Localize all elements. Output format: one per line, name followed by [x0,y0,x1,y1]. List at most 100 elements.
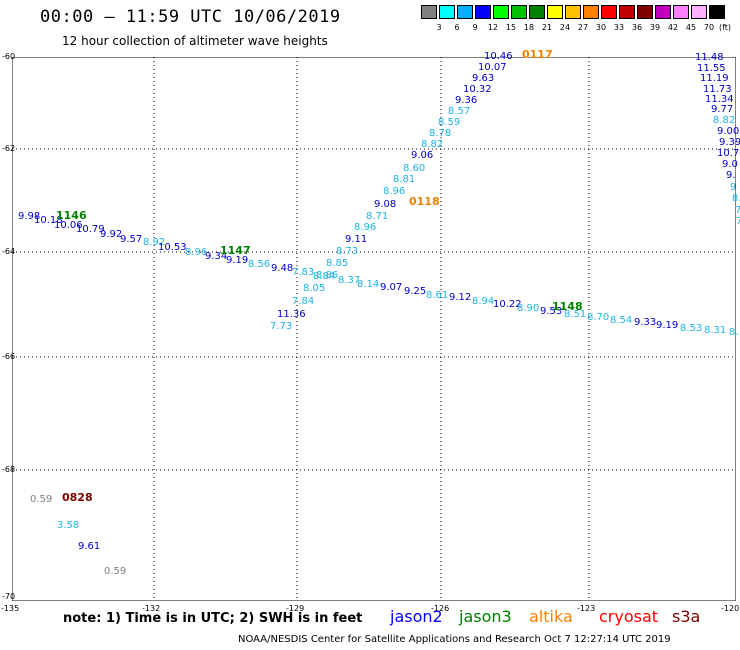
wave-height-value: 9.0 [722,159,738,170]
wave-height-value: 9.61 [78,541,101,552]
pass-time-label: 0117 [522,48,553,61]
color-scale-label: 9 [472,23,478,32]
wave-height-value: 8.51 [564,309,587,320]
plot-frame [12,57,736,601]
wave-height-value: 10.32 [463,84,492,95]
wave-height-value: 8.84 [313,271,336,282]
wave-height-value: 10.53 [158,242,187,253]
color-scale-label: 6 [454,23,460,32]
wave-height-value: 8.94 [472,296,495,307]
color-scale-label: 3 [436,23,442,32]
wave-height-value: 8.14 [357,279,380,290]
wave-height-value: 11.73 [703,84,732,95]
wave-height-value: 9.11 [345,234,368,245]
wave-height-value: 9.63 [472,73,495,84]
wave-height-value: 8.53 [680,323,703,334]
sat-label-jason3: jason3 [459,607,512,626]
color-swatch [457,5,473,19]
sat-label-altika: altika [529,607,573,626]
wave-height-value: 9.19 [226,255,249,266]
wave-height-value: 11.55 [697,63,726,74]
wave-height-value: 9.98 [18,211,41,222]
wave-height-value: 8.86 [316,270,339,281]
wave-height-value: 10.07 [478,62,507,73]
color-swatch [583,5,599,19]
color-swatch [709,5,725,19]
wave-height-value: 8.31 [704,325,727,336]
color-swatch [421,5,437,19]
color-swatch [511,5,527,19]
wave-height-value: 8.96 [185,247,208,258]
wave-height-value: 7.83 [292,267,315,278]
wave-height-value: 10.7 [717,148,740,159]
color-swatch [691,5,707,19]
lat-label: -68 [2,465,16,474]
color-scale-label: 33 [613,23,625,32]
wave-height-value: 3.58 [57,520,80,531]
wave-height-value: 8.56 [248,259,271,270]
wave-height-value: 11.34 [705,94,734,105]
color-scale-label: 15 [505,23,517,32]
wave-height-value: 8.92 [143,237,166,248]
lat-label: -62 [2,144,16,153]
note-text: note: 1) Time is in UTC; 2) SWH is in fe… [63,611,363,626]
wave-height-value: 8.37 [338,275,361,286]
wave-height-value: 9.77 [711,104,734,115]
wave-height-value: 9.92 [100,229,123,240]
color-scale-legend: 3 6 9 12 15 18 21 24 27 30 33 36 39 42 45 70 (ft) [421,5,739,35]
wave-height-value: 8.71 [366,211,389,222]
lon-label: -135 [1,604,20,613]
lat-label: -64 [2,247,16,256]
color-scale-label: 70 [703,23,715,32]
color-swatch [565,5,581,19]
wave-height-value: 0.59 [104,566,127,577]
wave-height-value: 8.61 [426,290,449,301]
color-scale-label: 27 [577,23,589,32]
wave-height-value: 8.57 [448,106,471,117]
wave-height-value: 9.06 [411,150,434,161]
wave-height-value: 9.12 [449,292,472,303]
pass-time-label: 1148 [552,300,583,313]
pass-time-label: 1146 [56,209,87,222]
wave-height-value: 9.36 [455,95,478,106]
pass-time-label: 0118 [409,195,440,208]
color-swatch [529,5,545,19]
color-swatch [655,5,671,19]
wave-height-value: 9.08 [374,199,397,210]
wave-height-value: 8.82 [421,139,444,150]
wave-height-value: 8.73 [336,246,359,257]
wave-height-value: 8.59 [438,117,461,128]
wave-height-value: 8.85 [326,258,349,269]
wave-height-value: 11.19 [700,73,729,84]
color-scale-label: 39 [649,23,661,32]
wave-height-value: 7.73 [270,321,293,332]
wave-height-value: 8.90 [517,303,540,314]
wave-height-value: 9.57 [120,234,143,245]
wave-height-value: 9.00 [717,126,740,137]
wave-height-value: 7 [735,205,740,216]
color-swatch [439,5,455,19]
color-scale-label: 30 [595,23,607,32]
wave-height-value: 9 [730,182,737,193]
pass-time-label: 0828 [62,491,93,504]
wave-height-value: 0.59 [30,494,53,505]
color-swatch [637,5,653,19]
lat-label: -70 [2,592,16,601]
color-scale-label: 42 [667,23,679,32]
wave-height-value: 8.81 [393,174,416,185]
color-swatch [547,5,563,19]
wave-height-value: 11.36 [277,309,306,320]
wave-height-value: 9.25 [404,286,427,297]
color-swatch [601,5,617,19]
wave-height-value: 11.48 [695,52,724,63]
color-swatch [673,5,689,19]
wave-height-value: 8.05 [303,283,326,294]
wave-height-value: 8.82 [713,115,736,126]
map-title: 00:00 – 11:59 UTC 10/06/2019 [40,7,341,27]
color-swatch [493,5,509,19]
wave-height-value: 9. [726,170,736,181]
wave-height-value: 9.33 [634,317,657,328]
sat-label-s3a: s3a [672,607,701,626]
wave-height-value: 8. [732,193,740,204]
